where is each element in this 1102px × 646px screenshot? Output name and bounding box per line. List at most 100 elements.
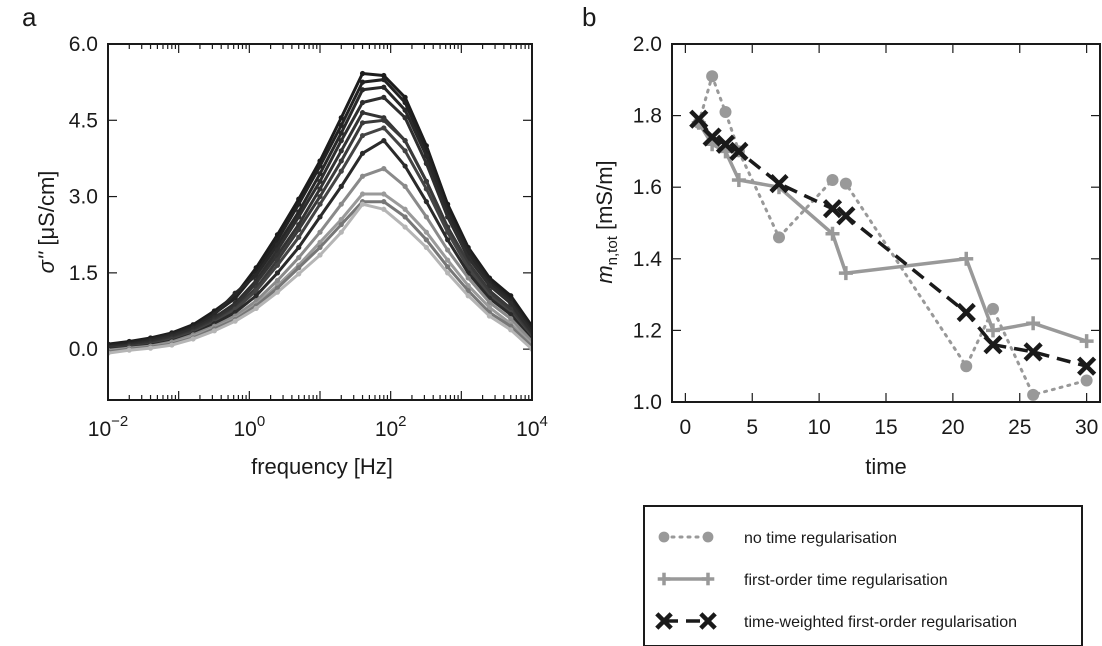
x-tick-label-b: 10 — [807, 416, 830, 439]
data-point-a — [296, 227, 302, 233]
circle-marker — [719, 106, 732, 119]
x-marker — [1023, 342, 1043, 362]
series-group-b — [689, 70, 1097, 401]
plus-marker — [657, 572, 671, 586]
data-point-a — [381, 191, 387, 197]
data-point-a — [296, 244, 302, 251]
series-line-b-0 — [697, 74, 1089, 397]
data-point-a — [253, 288, 259, 294]
x-tick-label-b: 15 — [874, 416, 897, 439]
data-point-a — [423, 160, 429, 167]
y-tick-label-b: 1.0 — [633, 391, 662, 414]
plus-marker — [731, 173, 746, 188]
circle-marker — [773, 231, 785, 244]
data-point-a — [169, 342, 175, 348]
x-marker — [699, 612, 717, 630]
legend-label: no time regularisation — [744, 530, 897, 547]
data-point-a — [296, 271, 302, 277]
ticks-b — [672, 43, 1100, 403]
legend-item: first-order time regularisation — [657, 572, 948, 589]
data-point-a — [486, 304, 493, 311]
x-marker — [689, 109, 709, 129]
data-point-a — [338, 229, 344, 235]
x-tick-label-a: 104 — [516, 413, 548, 441]
y-tick-label-a: 3.0 — [69, 186, 98, 209]
circle-marker — [1027, 388, 1040, 401]
data-point-a — [338, 138, 344, 144]
y-tick-label-a: 1.5 — [69, 262, 98, 285]
data-point-a — [402, 94, 408, 100]
data-point-a — [423, 199, 429, 205]
y-tick-label-a: 4.5 — [69, 109, 98, 132]
data-point-a — [147, 345, 154, 351]
data-point-a — [423, 186, 429, 192]
circle-marker — [826, 174, 839, 187]
plus-marker — [1026, 316, 1041, 331]
data-point-a — [402, 99, 408, 106]
data-point-a — [317, 239, 323, 245]
data-point-a — [445, 264, 451, 270]
circle-marker — [706, 70, 719, 83]
x-marker — [769, 174, 789, 194]
data-point-a — [486, 313, 493, 319]
panel-a: a 10−2 100 102 104 0.0 1.5 3.0 4.5 6.0 frequenc… — [22, 2, 548, 479]
x-marker — [729, 141, 749, 161]
data-point-a — [338, 148, 344, 154]
data-point-a — [508, 327, 514, 333]
plus-marker — [1079, 334, 1094, 349]
y-axis-label-b: mn,tot [mS/m] — [592, 160, 621, 283]
data-point-a — [445, 237, 451, 243]
x-marker — [715, 134, 736, 154]
x-tick-labels-b: 0 5 10 15 20 25 30 — [680, 416, 1099, 439]
panel-label-a: a — [22, 2, 37, 32]
data-point-a — [402, 224, 408, 230]
x-tick-label-b: 30 — [1075, 416, 1098, 439]
data-point-a — [445, 257, 451, 263]
data-point-a — [381, 138, 387, 144]
data-point-a — [296, 234, 302, 240]
data-point-a — [465, 275, 471, 281]
data-point-a — [381, 77, 387, 83]
data-point-a — [359, 110, 366, 116]
x-marker — [983, 335, 1003, 355]
legend-item: time-weighted first-order regularisation — [655, 612, 1017, 631]
data-point-a — [445, 270, 451, 276]
x-marker — [822, 199, 843, 219]
data-point-a — [211, 328, 217, 334]
data-point-a — [381, 72, 387, 79]
data-point-a — [338, 216, 344, 223]
data-point-a — [359, 173, 366, 179]
circle-marker — [960, 360, 973, 373]
data-point-a — [296, 201, 302, 207]
data-point-a — [359, 201, 366, 207]
x-marker — [836, 206, 856, 226]
data-point-a — [338, 183, 344, 189]
legend-label: time-weighted first-order regularisation — [744, 614, 1017, 631]
x-tick-label-a: 100 — [233, 413, 265, 441]
data-point-a — [359, 99, 366, 106]
circle-marker — [702, 531, 714, 543]
x-marker — [655, 612, 673, 630]
data-point-a — [253, 305, 259, 312]
data-point-a — [402, 115, 408, 121]
panel-b: b 0 5 10 15 20 25 30 1.0 1.2 1.4 1.6 1.8 2.0 time m… — [582, 2, 1101, 479]
circle-marker — [1080, 374, 1093, 387]
x-tick-label-a: 10−2 — [88, 413, 128, 441]
data-point-a — [317, 186, 323, 192]
y-tick-label-a: 6.0 — [69, 33, 98, 56]
y-tick-label-b: 1.4 — [633, 248, 663, 271]
data-point-a — [296, 214, 302, 220]
data-point-a — [359, 132, 366, 139]
plus-marker — [825, 226, 840, 241]
data-point-a — [338, 115, 344, 121]
x-tick-label-b: 0 — [680, 416, 692, 439]
data-point-a — [359, 87, 366, 93]
x-tick-label-b: 25 — [1008, 416, 1031, 439]
series-group-a — [108, 70, 532, 356]
x-tick-labels-a: 10−2 100 102 104 — [88, 413, 548, 441]
x-tick-label-b: 5 — [746, 416, 758, 439]
data-point-a — [338, 122, 344, 128]
data-point-a — [381, 206, 387, 212]
data-point-a — [381, 117, 387, 123]
